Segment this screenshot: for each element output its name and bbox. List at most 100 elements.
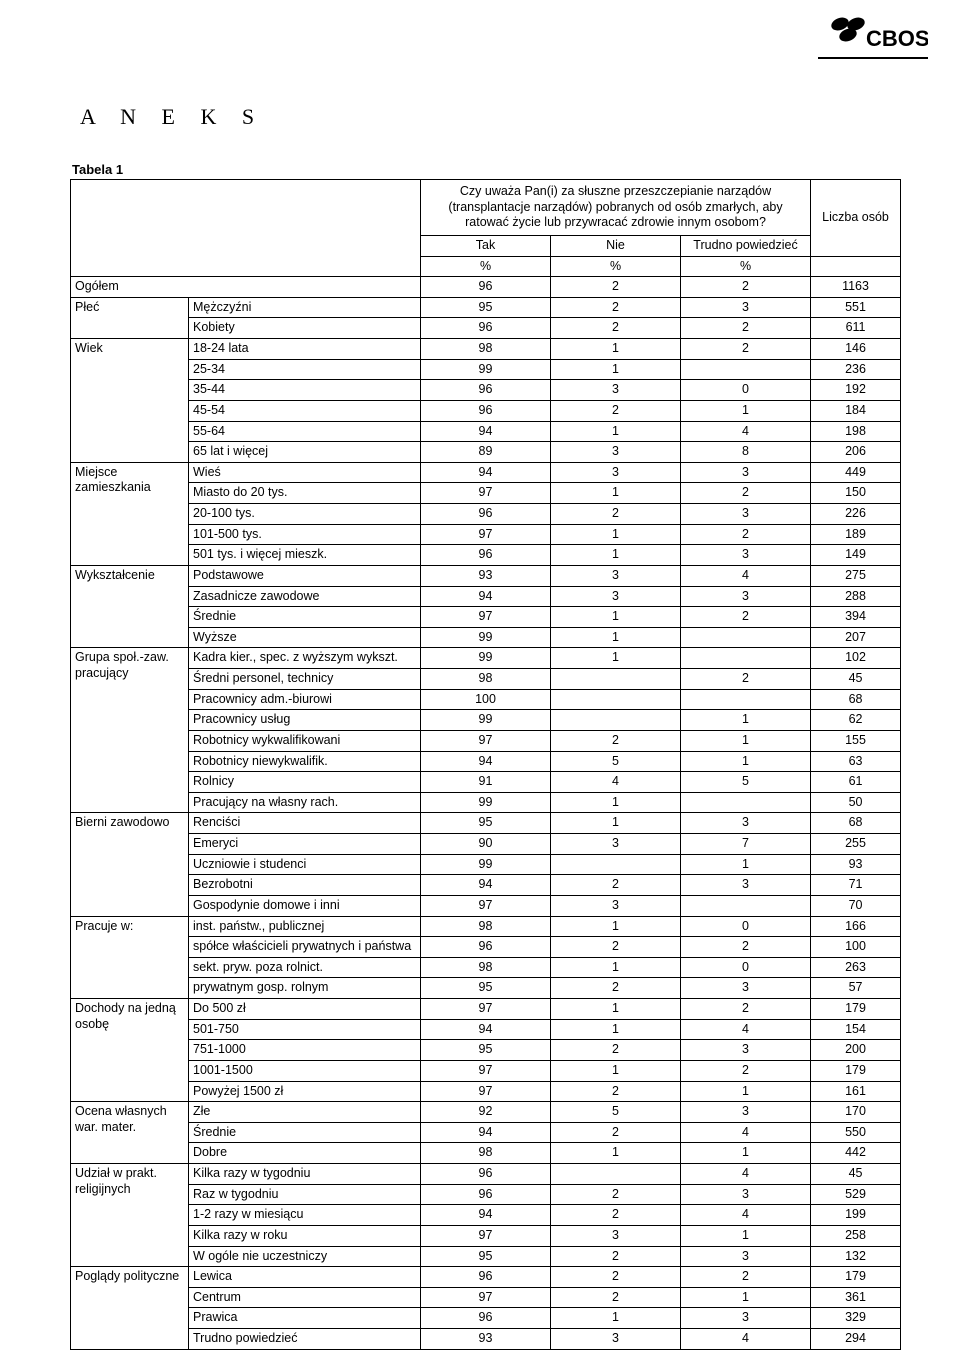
- row-label: 501 tys. i więcej mieszk.: [189, 545, 421, 566]
- row-label: Rolnicy: [189, 772, 421, 793]
- row-label: 20-100 tys.: [189, 504, 421, 525]
- table-row: prywatnym gosp. rolnym952357: [71, 978, 901, 999]
- table-row: Dochody na jedną osobęDo 500 zł9712179: [71, 999, 901, 1020]
- row-label: Trudno powiedzieć: [189, 1329, 421, 1350]
- row-label: Kadra kier., spec. z wyższym wykszt.: [189, 648, 421, 669]
- svg-text:CBOS: CBOS: [866, 26, 928, 51]
- group-label: Poglądy polityczne: [71, 1267, 189, 1350]
- table-row: Pracownicy adm.-biurowi10068: [71, 689, 901, 710]
- table-row: Pracownicy usług99162: [71, 710, 901, 731]
- col-hard: Trudno powiedzieć: [681, 235, 811, 256]
- row-label: Robotnicy niewykwalifik.: [189, 751, 421, 772]
- table-row: Ocena własnych war. mater.Złe9253170: [71, 1102, 901, 1123]
- row-label: Centrum: [189, 1287, 421, 1308]
- table-row: Średnie9424550: [71, 1122, 901, 1143]
- table-row: Zasadnicze zawodowe9433288: [71, 586, 901, 607]
- table-row: 501 tys. i więcej mieszk.9613149: [71, 545, 901, 566]
- row-label: 751-1000: [189, 1040, 421, 1061]
- row-label: Robotnicy wykwalifikowani: [189, 730, 421, 751]
- table-row: 501-7509414154: [71, 1019, 901, 1040]
- table-row: Pracujący na własny rach.99150: [71, 792, 901, 813]
- table-number: Tabela 1: [72, 162, 900, 177]
- col-no: Nie: [551, 235, 681, 256]
- table-row: W ogóle nie uczestniczy9523132: [71, 1246, 901, 1267]
- row-label: sekt. pryw. poza rolnict.: [189, 957, 421, 978]
- row-label: 55-64: [189, 421, 421, 442]
- row-label: Wyższe: [189, 627, 421, 648]
- row-label: Uczniowie i studenci: [189, 854, 421, 875]
- row-label: Renciści: [189, 813, 421, 834]
- table-row: Średnie9712394: [71, 607, 901, 628]
- table-row: Poglądy polityczneLewica9622179: [71, 1267, 901, 1288]
- table-row: Miejsce zamieszkaniaWieś9433449: [71, 462, 901, 483]
- row-label: 101-500 tys.: [189, 524, 421, 545]
- row-label: Prawica: [189, 1308, 421, 1329]
- row-label: 1001-1500: [189, 1060, 421, 1081]
- table-row: Emeryci9037255: [71, 834, 901, 855]
- group-label: Wiek: [71, 339, 189, 463]
- pct-1: %: [421, 256, 551, 277]
- row-label: spółce właścicieli prywatnych i państwa: [189, 937, 421, 958]
- header-row-1: Czy uważa Pan(i) za słuszne przeszczepia…: [71, 180, 901, 236]
- row-label: Kilka razy w tygodniu: [189, 1164, 421, 1185]
- row-label: Emeryci: [189, 834, 421, 855]
- data-table: Czy uważa Pan(i) za słuszne przeszczepia…: [70, 179, 901, 1350]
- row-label: Kobiety: [189, 318, 421, 339]
- count-header: Liczba osób: [811, 180, 901, 257]
- row-label: Pracujący na własny rach.: [189, 792, 421, 813]
- row-label: Gospodynie domowe i inni: [189, 895, 421, 916]
- table-row: Gospodynie domowe i inni97370: [71, 895, 901, 916]
- row-label: 65 lat i więcej: [189, 442, 421, 463]
- row-label: inst. państw., publicznej: [189, 916, 421, 937]
- row-label: Miasto do 20 tys.: [189, 483, 421, 504]
- row-label: 501-750: [189, 1019, 421, 1040]
- table-row: 751-10009523200: [71, 1040, 901, 1061]
- table-row: Uczniowie i studenci99193: [71, 854, 901, 875]
- table-row: 55-649414198: [71, 421, 901, 442]
- table-row: Udział w prakt. religijnychKilka razy w …: [71, 1164, 901, 1185]
- table-row: WykształceniePodstawowe9334275: [71, 565, 901, 586]
- table-row: 45-549621184: [71, 400, 901, 421]
- group-label: Miejsce zamieszkania: [71, 462, 189, 565]
- group-label: Bierni zawodowo: [71, 813, 189, 916]
- table-row: Miasto do 20 tys.9712150: [71, 483, 901, 504]
- group-label: Grupa społ.-zaw. pracujący: [71, 648, 189, 813]
- table-row: Centrum9721361: [71, 1287, 901, 1308]
- total-row: Ogółem96221163: [71, 277, 901, 298]
- table-row: PłećMężczyźni9523551: [71, 297, 901, 318]
- row-label: Średnie: [189, 607, 421, 628]
- group-label: Ocena własnych war. mater.: [71, 1102, 189, 1164]
- row-label: W ogóle nie uczestniczy: [189, 1246, 421, 1267]
- row-label: 25-34: [189, 359, 421, 380]
- row-label: prywatnym gosp. rolnym: [189, 978, 421, 999]
- row-label: 1-2 razy w miesiącu: [189, 1205, 421, 1226]
- row-label: Złe: [189, 1102, 421, 1123]
- table-row: Prawica9613329: [71, 1308, 901, 1329]
- table-row: spółce właścicieli prywatnych i państwa9…: [71, 937, 901, 958]
- page-title: A N E K S: [70, 104, 900, 130]
- row-label: Do 500 zł: [189, 999, 421, 1020]
- pct-3: %: [681, 256, 811, 277]
- table-row: 35-449630192: [71, 380, 901, 401]
- table-row: Wyższe991207: [71, 627, 901, 648]
- table-row: Kilka razy w roku9731258: [71, 1225, 901, 1246]
- table-row: Robotnicy niewykwalifik.945163: [71, 751, 901, 772]
- table-row: 20-100 tys.9623226: [71, 504, 901, 525]
- group-label: Płeć: [71, 297, 189, 338]
- table-row: Grupa społ.-zaw. pracującyKadra kier., s…: [71, 648, 901, 669]
- row-label: Mężczyźni: [189, 297, 421, 318]
- col-yes: Tak: [421, 235, 551, 256]
- table-row: 101-500 tys.9712189: [71, 524, 901, 545]
- cbos-logo: CBOS: [818, 14, 928, 60]
- row-label: Powyżej 1500 zł: [189, 1081, 421, 1102]
- table-row: 1001-15009712179: [71, 1060, 901, 1081]
- row-label: Średnie: [189, 1122, 421, 1143]
- row-label: 35-44: [189, 380, 421, 401]
- table-row: Rolnicy914561: [71, 772, 901, 793]
- row-label: Kilka razy w roku: [189, 1225, 421, 1246]
- row-label: Lewica: [189, 1267, 421, 1288]
- group-label: Pracuje w:: [71, 916, 189, 999]
- table-row: 65 lat i więcej8938206: [71, 442, 901, 463]
- table-row: 25-34991236: [71, 359, 901, 380]
- row-label: Pracownicy usług: [189, 710, 421, 731]
